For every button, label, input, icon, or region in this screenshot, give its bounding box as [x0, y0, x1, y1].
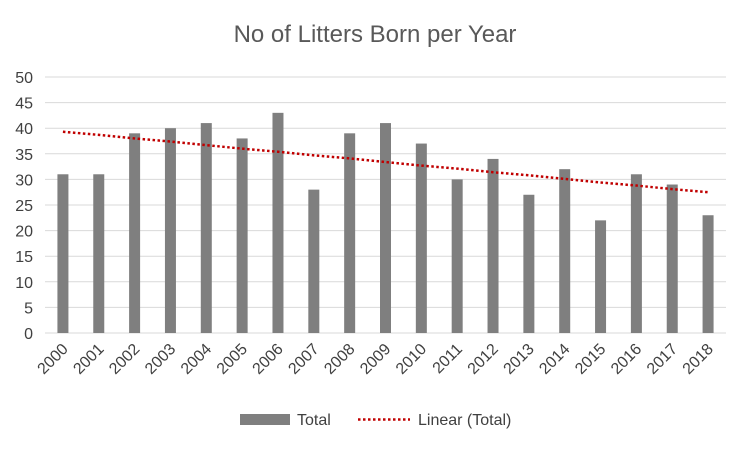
bar-2009: [380, 123, 391, 333]
legend: Total Linear (Total): [240, 412, 511, 429]
x-tick-label: 2009: [357, 341, 394, 378]
bar-series-total: [57, 112, 714, 333]
bar-2017: [666, 184, 678, 333]
bar-2003: [164, 128, 176, 333]
bar-2000: [57, 174, 69, 333]
linear-total-trendline: [62, 130, 709, 194]
y-tick-label: 5: [24, 300, 33, 317]
x-tick-label: 2018: [680, 341, 717, 378]
x-tick-label: 2005: [214, 341, 251, 378]
x-tick-label: 2015: [572, 341, 609, 378]
bar-2008: [344, 133, 356, 333]
bar-2004: [200, 123, 212, 333]
legend-swatch-total: [240, 414, 290, 425]
x-tick-label: 2001: [70, 341, 107, 378]
y-tick-label: 0: [24, 326, 33, 343]
chart-title: No of Litters Born per Year: [234, 21, 517, 48]
x-tick-label: 2003: [142, 341, 179, 378]
x-tick-label: 2004: [178, 341, 215, 378]
bar-2015: [595, 220, 607, 333]
x-tick-label: 2010: [393, 341, 430, 378]
y-tick-label: 45: [15, 96, 33, 113]
x-tick-label: 2012: [465, 341, 502, 378]
bar-2006: [272, 112, 284, 333]
y-tick-label: 30: [15, 172, 33, 189]
y-axis-ticks: 0 5 10 15 20 25 30 35 40 45 50: [15, 70, 33, 343]
bar-2018: [702, 215, 714, 333]
y-tick-label: 25: [15, 198, 33, 215]
x-tick-label: 2007: [285, 341, 322, 378]
bar-2001: [93, 174, 105, 333]
x-tick-label: 2014: [536, 341, 573, 378]
bar-2011: [451, 179, 463, 333]
bar-2014: [559, 169, 571, 333]
x-tick-label: 2016: [608, 341, 645, 378]
x-tick-label: 2013: [501, 341, 538, 378]
x-axis-ticks: 2000200120022003200420052006200720082009…: [35, 341, 717, 378]
x-tick-label: 2011: [430, 341, 466, 377]
x-tick-label: 2008: [321, 341, 358, 378]
bar-2005: [236, 138, 248, 333]
bar-2013: [523, 194, 535, 333]
x-tick-label: 2006: [250, 341, 287, 378]
bar-2016: [630, 174, 642, 333]
bar-2002: [129, 133, 141, 333]
y-tick-label: 20: [15, 224, 33, 241]
x-tick-label: 2017: [644, 341, 681, 378]
legend-label-total: Total: [297, 412, 331, 429]
x-tick-label: 2000: [35, 341, 72, 378]
legend-label-linear-total: Linear (Total): [418, 412, 511, 429]
y-tick-label: 50: [15, 70, 33, 87]
y-tick-label: 15: [15, 249, 33, 266]
y-tick-label: 35: [15, 147, 33, 164]
bar-2007: [308, 189, 320, 333]
bar-2012: [487, 158, 499, 333]
y-tick-label: 40: [15, 121, 33, 138]
bar-2010: [415, 143, 427, 333]
x-tick-label: 2002: [106, 341, 143, 378]
y-tick-label: 10: [15, 275, 33, 292]
trendline-series: [62, 130, 709, 194]
